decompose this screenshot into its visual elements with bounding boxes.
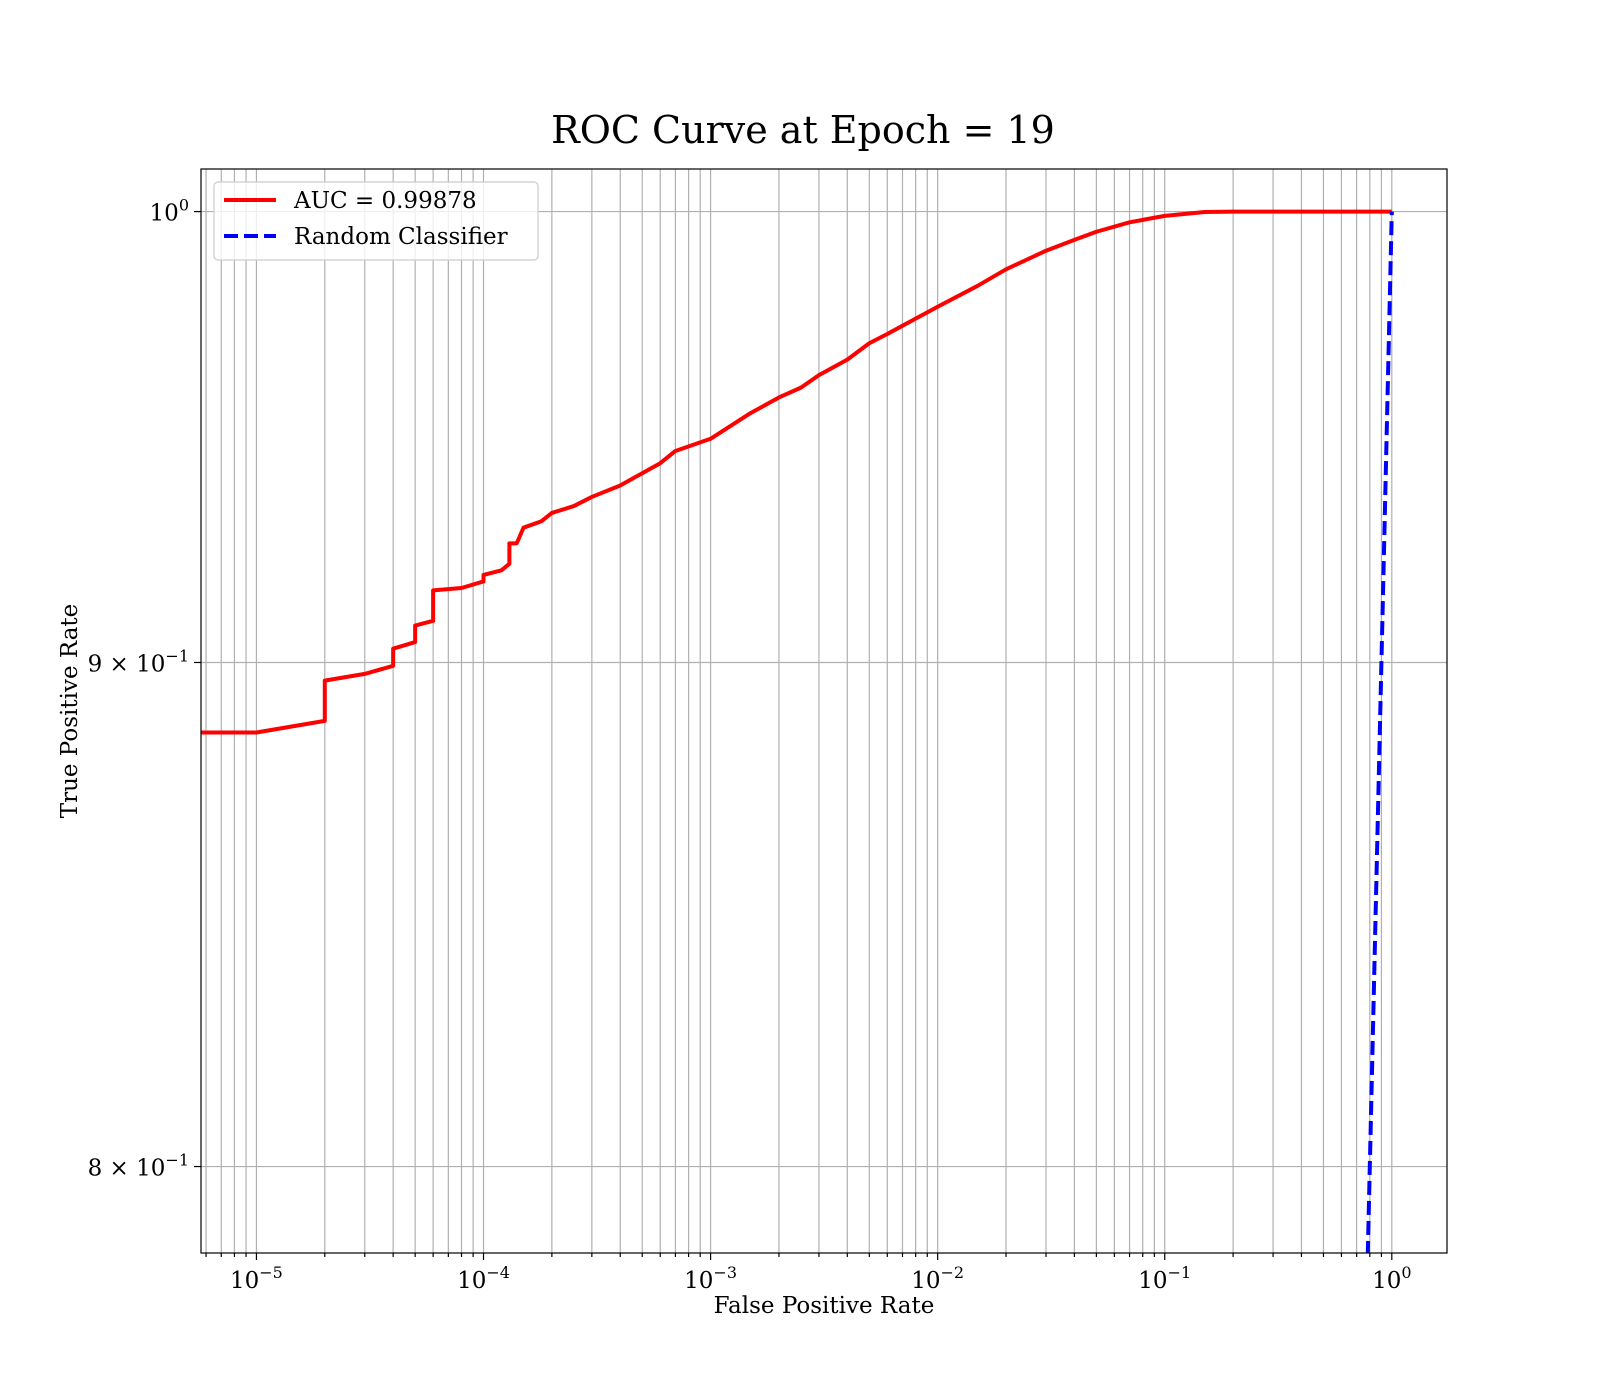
series-layer	[201, 209, 1394, 1253]
y-tick-labels: 100 9 × 10−1 8 × 10−1	[88, 196, 189, 1182]
x-tick-label: 10−5	[230, 1263, 283, 1294]
x-axis-label: False Positive Rate	[714, 1293, 935, 1319]
legend: AUC = 0.99878 Random Classifier	[213, 181, 539, 261]
plot-frame	[200, 168, 1448, 1254]
x-tick-labels: 10−5 10−4 10−3 10−2 10−1 100	[230, 1263, 1412, 1294]
y-tick-label: 100	[150, 196, 189, 227]
y-axis-label: True Positive Rate	[57, 604, 83, 819]
x-tick-label: 10−1	[1138, 1263, 1191, 1294]
axis-ticks	[194, 210, 1393, 1260]
x-tick-label: 100	[1372, 1263, 1411, 1294]
y-tick-label: 9 × 10−1	[88, 646, 189, 677]
y-tick-label: 8 × 10−1	[88, 1151, 189, 1182]
grid-lines	[201, 169, 1447, 1253]
legend-label-auc: AUC = 0.99878	[293, 188, 477, 214]
x-tick-label: 10−2	[911, 1263, 964, 1294]
roc-curve-line	[201, 209, 1392, 735]
x-tick-label: 10−3	[684, 1263, 737, 1294]
legend-box	[213, 181, 539, 261]
legend-label-random: Random Classifier	[294, 224, 508, 250]
x-tick-label: 10−4	[457, 1263, 510, 1294]
chart-title: ROC Curve at Epoch = 19	[551, 108, 1055, 152]
random-classifier-line	[1365, 211, 1394, 1253]
